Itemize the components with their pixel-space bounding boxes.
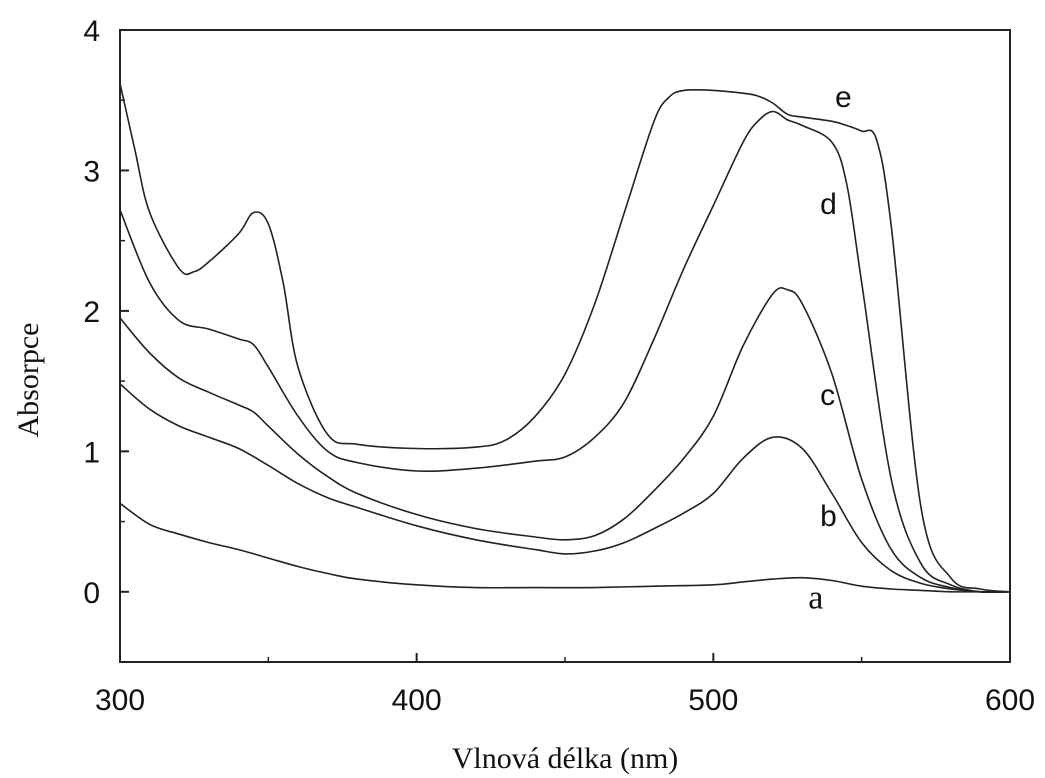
axis-ticks: 300 400 500 600 0 1 2 3 4	[83, 15, 1035, 717]
x-tick-label: 500	[688, 684, 738, 717]
curve-labels: a b c d e	[808, 81, 851, 616]
y-tick-label: 3	[83, 155, 100, 188]
curve-d	[119, 110, 1011, 594]
curve-e	[119, 83, 1011, 593]
curve-label-e: e	[835, 81, 852, 114]
curve-label-b: b	[820, 500, 837, 533]
plot-frame	[119, 29, 1011, 663]
y-tick-label: 0	[83, 577, 100, 610]
curve-c	[119, 287, 1011, 593]
curve-b	[119, 383, 1011, 593]
y-tick-label: 1	[83, 436, 100, 469]
x-tick-label: 400	[392, 684, 442, 717]
x-axis-title: Vlnová délka (nm)	[452, 742, 679, 775]
curve-label-a: a	[808, 580, 823, 617]
spectra-curves	[119, 83, 1011, 594]
y-axis-title: Absorpce	[12, 323, 45, 438]
y-tick-label: 4	[83, 15, 100, 48]
curve-a	[119, 502, 1010, 593]
curve-label-c: c	[820, 379, 835, 412]
y-tick-label: 2	[83, 296, 100, 329]
curve-label-d: d	[820, 188, 837, 221]
x-tick-label: 600	[985, 684, 1035, 717]
x-tick-label: 300	[95, 684, 145, 717]
